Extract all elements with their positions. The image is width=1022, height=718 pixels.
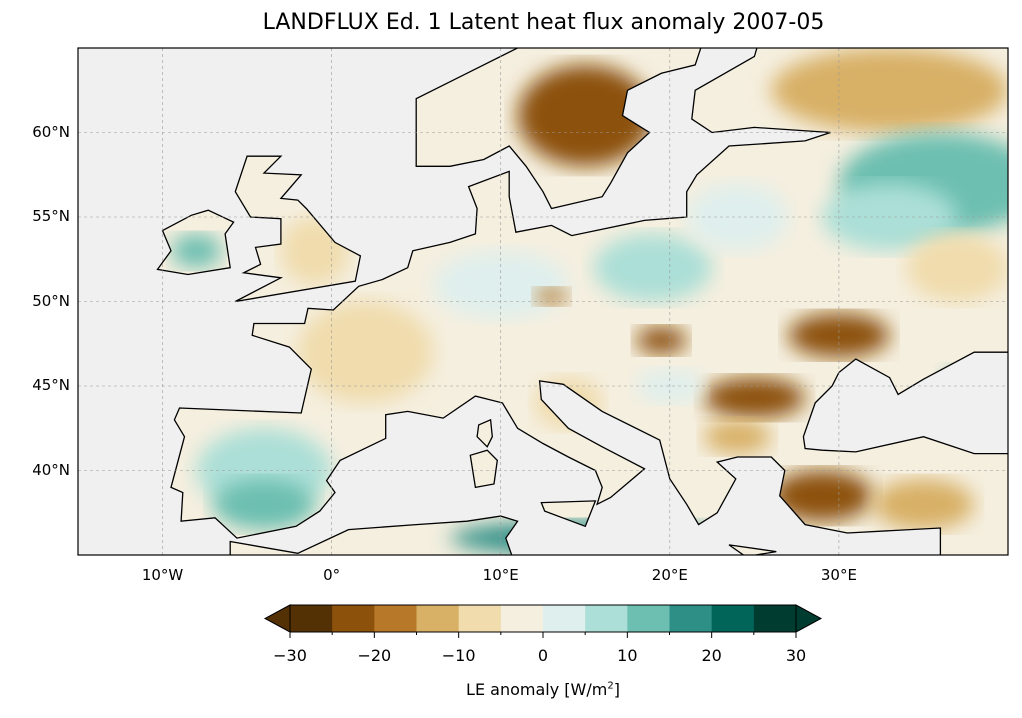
anomaly-region bbox=[517, 64, 653, 167]
lon-tick-label: 10°E bbox=[482, 566, 519, 584]
coastline bbox=[469, 449, 498, 489]
coastline bbox=[156, 209, 235, 276]
colorbar-segment bbox=[332, 605, 375, 632]
colorbar-extend-low bbox=[263, 604, 291, 633]
anomaly-region bbox=[593, 233, 713, 302]
colorbar-segment bbox=[627, 605, 670, 632]
colorbar-segment bbox=[711, 605, 755, 632]
colorbar-extend-high bbox=[795, 604, 823, 633]
coastline bbox=[540, 500, 597, 528]
coastline bbox=[170, 48, 1008, 555]
colorbar-segment bbox=[669, 605, 713, 632]
anomaly-region bbox=[703, 377, 806, 419]
anomaly-region bbox=[771, 48, 1008, 133]
colorbar-segment bbox=[585, 605, 628, 632]
anomaly-region bbox=[771, 470, 873, 522]
colorbar-segment bbox=[753, 605, 797, 632]
colorbar-segment bbox=[374, 605, 417, 632]
anomaly-region bbox=[686, 183, 789, 251]
colorbar-segment bbox=[458, 605, 502, 632]
colorbar-tick-label: 10 bbox=[617, 646, 638, 665]
anomaly-region bbox=[788, 313, 890, 358]
anomaly-region bbox=[636, 326, 687, 354]
colorbar-tick-label: −20 bbox=[357, 646, 392, 665]
anomaly-region bbox=[171, 233, 222, 268]
colorbar-tick-label: 30 bbox=[785, 646, 807, 665]
colorbar-segment bbox=[416, 605, 460, 632]
colorbar-segment bbox=[500, 605, 544, 632]
anomaly-region bbox=[534, 287, 569, 305]
colorbar-segment bbox=[290, 605, 333, 632]
lon-tick-label: 0° bbox=[323, 566, 341, 584]
lon-tick-label: 10°W bbox=[141, 566, 184, 584]
anomaly-region bbox=[703, 419, 772, 454]
colorbar-tick-label: −30 bbox=[273, 646, 307, 665]
lon-tick-label: 30°E bbox=[820, 566, 857, 584]
lat-tick-label: 55°N bbox=[32, 207, 70, 225]
colorbar-tick-label: 20 bbox=[701, 646, 722, 665]
anomaly-region bbox=[906, 233, 1008, 302]
coastline bbox=[476, 418, 493, 448]
lat-tick-label: 50°N bbox=[32, 291, 70, 310]
anomaly-region bbox=[297, 301, 434, 403]
colorbar-tick-label: 0 bbox=[537, 646, 549, 665]
map-title: LANDFLUX Ed. 1 Latent heat flux anomaly … bbox=[262, 10, 825, 35]
coastline bbox=[728, 544, 777, 555]
lon-tick-label: 20°E bbox=[651, 566, 688, 584]
colorbar-segment bbox=[543, 605, 586, 632]
lat-tick-label: 60°N bbox=[32, 122, 70, 141]
anomaly-region bbox=[213, 478, 315, 530]
colorbar-label: LE anomaly [W/m2] bbox=[466, 680, 620, 699]
coastline bbox=[415, 48, 702, 210]
map-frame bbox=[77, 47, 1009, 556]
colorbar-tick-label: −10 bbox=[441, 646, 476, 665]
lat-tick-label: 45°N bbox=[32, 376, 70, 394]
coastline bbox=[234, 155, 362, 303]
lat-tick-label: 40°N bbox=[32, 460, 70, 479]
anomaly-region bbox=[872, 478, 975, 530]
